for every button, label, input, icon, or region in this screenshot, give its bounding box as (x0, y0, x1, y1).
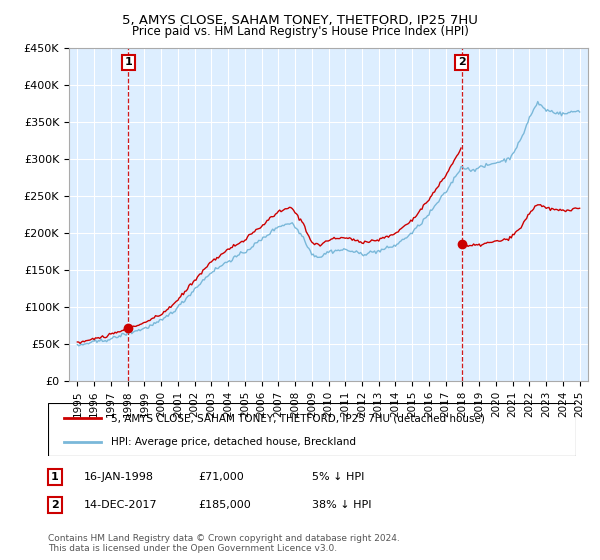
Text: 38% ↓ HPI: 38% ↓ HPI (312, 500, 371, 510)
Text: 5% ↓ HPI: 5% ↓ HPI (312, 472, 364, 482)
Text: 16-JAN-1998: 16-JAN-1998 (84, 472, 154, 482)
Text: 2: 2 (458, 58, 466, 67)
Text: 5, AMYS CLOSE, SAHAM TONEY, THETFORD, IP25 7HU (detached house): 5, AMYS CLOSE, SAHAM TONEY, THETFORD, IP… (112, 413, 485, 423)
Text: HPI: Average price, detached house, Breckland: HPI: Average price, detached house, Brec… (112, 436, 356, 446)
Text: 1: 1 (51, 472, 59, 482)
Text: £185,000: £185,000 (198, 500, 251, 510)
Text: £71,000: £71,000 (198, 472, 244, 482)
Text: Price paid vs. HM Land Registry's House Price Index (HPI): Price paid vs. HM Land Registry's House … (131, 25, 469, 38)
Text: 5, AMYS CLOSE, SAHAM TONEY, THETFORD, IP25 7HU: 5, AMYS CLOSE, SAHAM TONEY, THETFORD, IP… (122, 14, 478, 27)
Text: Contains HM Land Registry data © Crown copyright and database right 2024.
This d: Contains HM Land Registry data © Crown c… (48, 534, 400, 553)
Text: 2: 2 (51, 500, 59, 510)
Text: 14-DEC-2017: 14-DEC-2017 (84, 500, 158, 510)
Text: 1: 1 (124, 58, 132, 67)
